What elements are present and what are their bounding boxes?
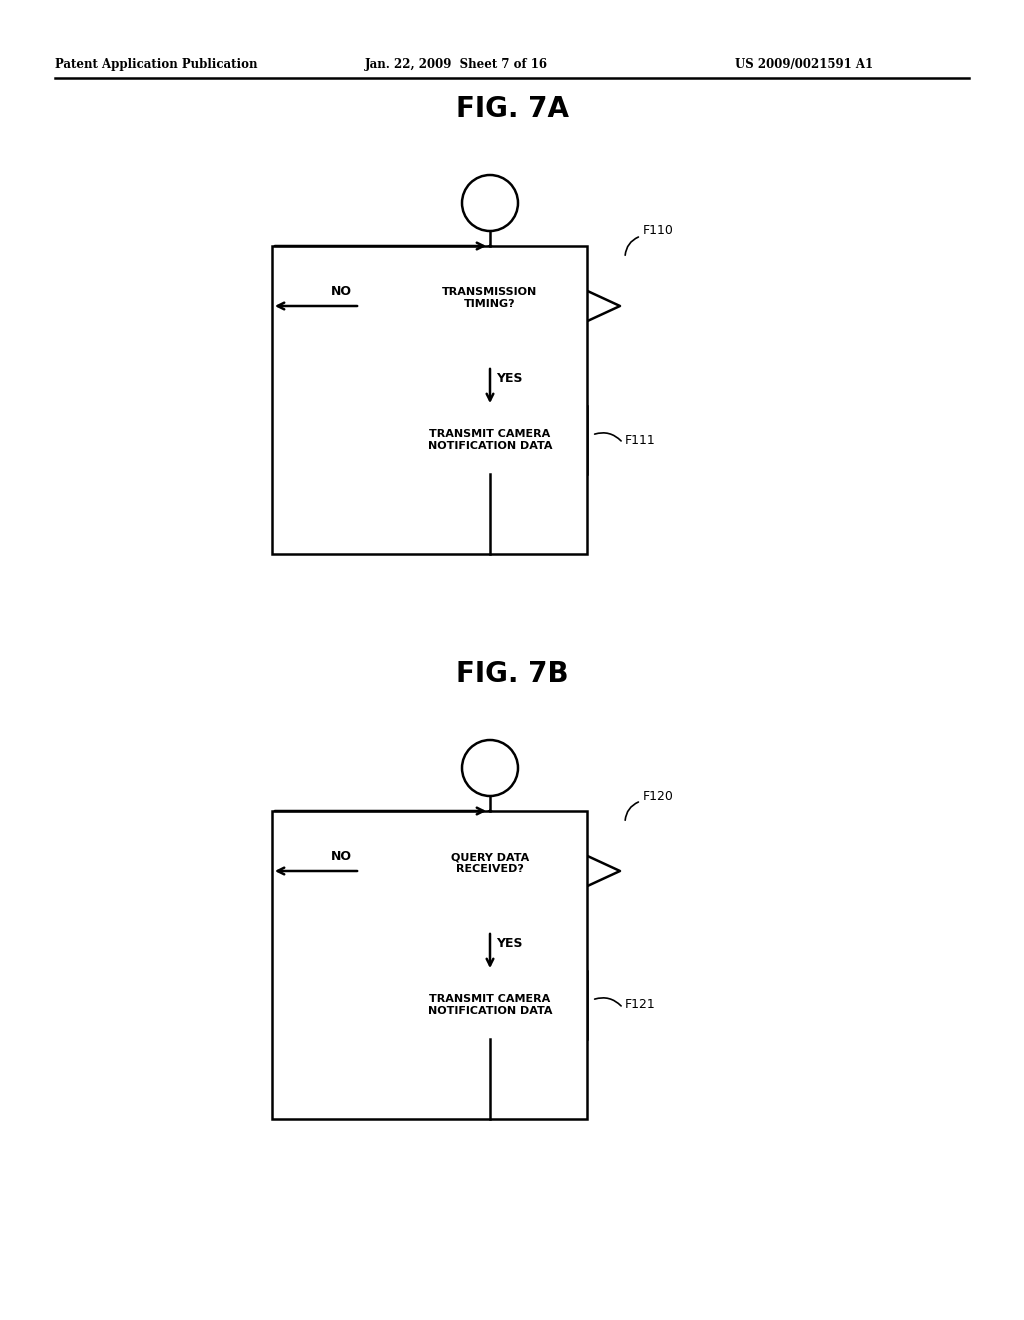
Text: FIG. 7A: FIG. 7A: [456, 95, 568, 123]
Text: NO: NO: [331, 285, 352, 298]
Bar: [393, 407, 587, 474]
Text: F111: F111: [625, 433, 655, 446]
Text: FIG. 7B: FIG. 7B: [456, 660, 568, 688]
Text: F120: F120: [643, 789, 674, 803]
Text: YES: YES: [496, 372, 522, 385]
Text: F121: F121: [625, 998, 655, 1011]
Bar: [393, 972, 587, 1039]
Bar: [272, 246, 587, 554]
Text: NO: NO: [331, 850, 352, 863]
Text: Jan. 22, 2009  Sheet 7 of 16: Jan. 22, 2009 Sheet 7 of 16: [365, 58, 548, 71]
Text: TRANSMIT CAMERA
NOTIFICATION DATA: TRANSMIT CAMERA NOTIFICATION DATA: [428, 429, 552, 451]
Text: TRANSMISSION
TIMING?: TRANSMISSION TIMING?: [442, 288, 538, 309]
Text: US 2009/0021591 A1: US 2009/0021591 A1: [735, 58, 873, 71]
Bar: [272, 810, 587, 1119]
Text: QUERY DATA
RECEIVED?: QUERY DATA RECEIVED?: [451, 853, 529, 874]
Text: Patent Application Publication: Patent Application Publication: [55, 58, 257, 71]
Text: YES: YES: [496, 937, 522, 950]
Text: TRANSMIT CAMERA
NOTIFICATION DATA: TRANSMIT CAMERA NOTIFICATION DATA: [428, 994, 552, 1016]
Text: F110: F110: [643, 224, 674, 238]
